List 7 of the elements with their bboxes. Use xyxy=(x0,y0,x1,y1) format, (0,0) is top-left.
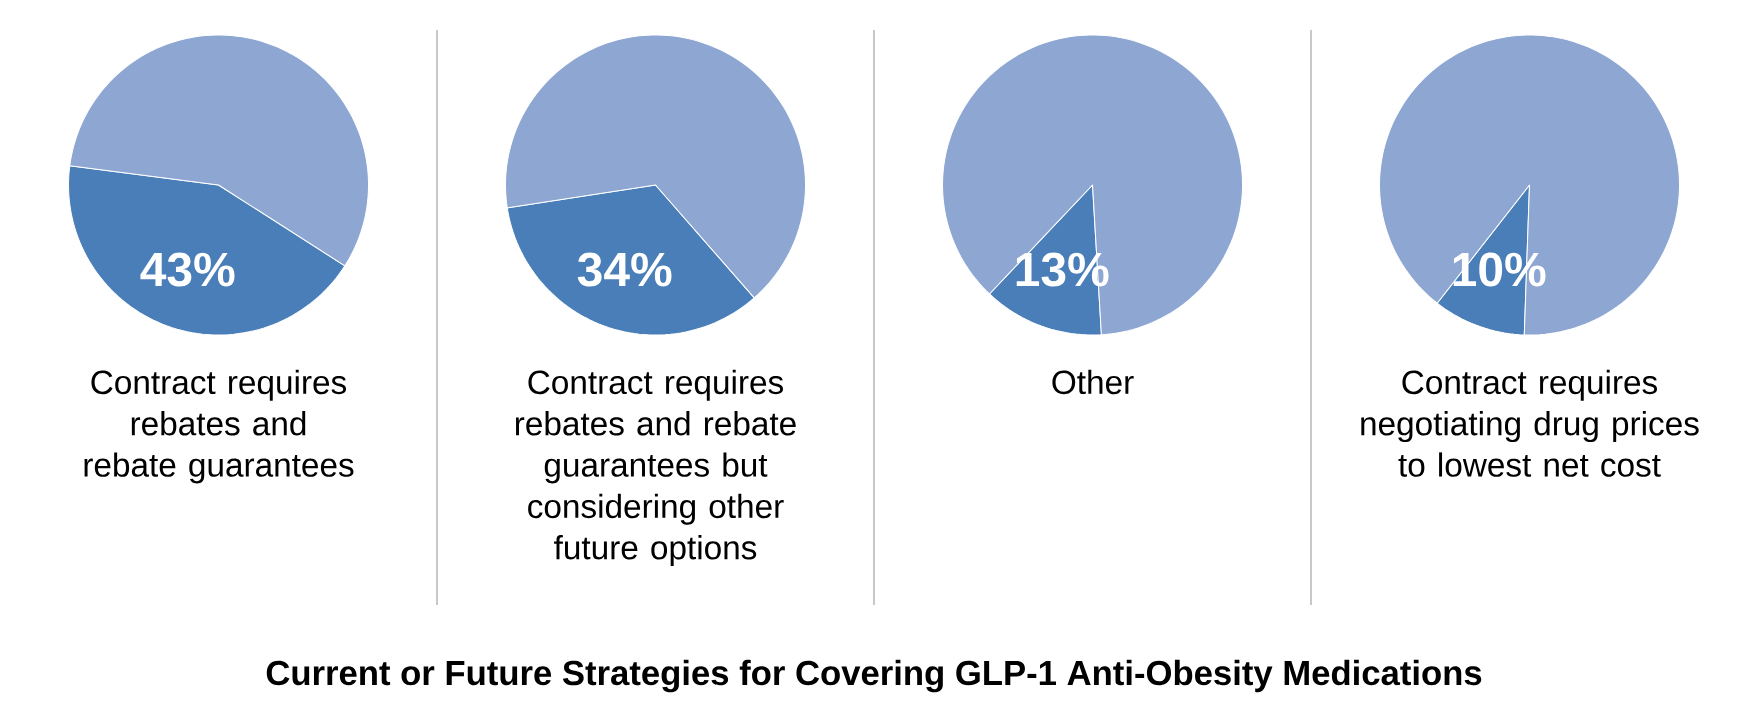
data-label: 34% xyxy=(577,252,672,287)
slice-label: Other xyxy=(1052,369,1134,395)
text: Current or Future Strategies for Covering GLP-1 Anti-Obesity Medications xyxy=(266,659,1482,693)
slice-label: Contract requires rebates and rebate guarantees but considering other future options xyxy=(515,369,796,567)
slice-label: Contract requires negotiating drug prices to lowest net cost xyxy=(1361,369,1699,477)
data-label: 43% xyxy=(140,252,235,287)
slice-label: Contract requires rebates and rebate guarantees xyxy=(84,369,354,484)
